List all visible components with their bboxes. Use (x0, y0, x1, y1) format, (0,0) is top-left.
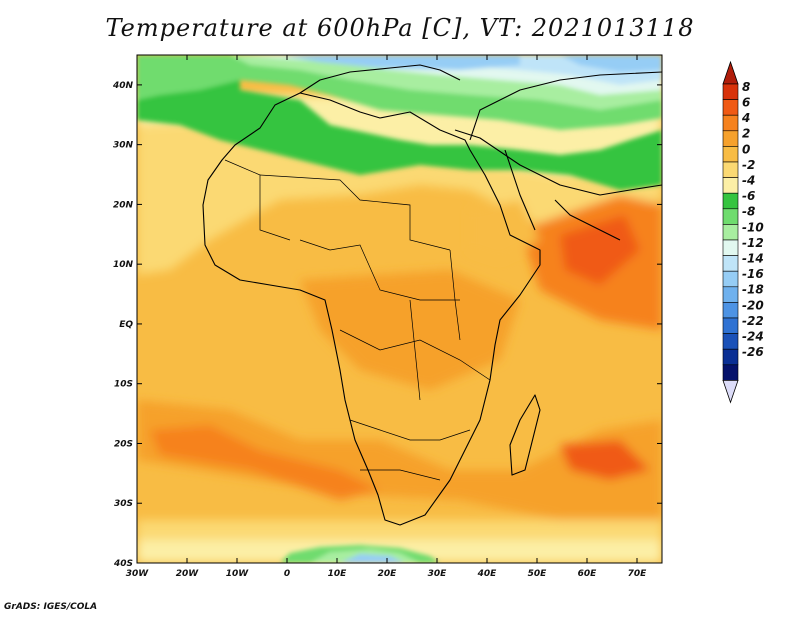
lon-tick-label: 50E (528, 569, 548, 579)
colorbar-label: 4 (741, 111, 750, 125)
colorbar-label: -24 (742, 329, 764, 343)
temperature-field (137, 55, 662, 563)
lat-tick-label: 40N (112, 81, 134, 91)
colorbar-swatch (722, 224, 739, 241)
colorbar-label: -4 (742, 173, 755, 187)
lon-tick-label: 10W (226, 569, 250, 579)
colorbar-swatch (722, 114, 739, 132)
colorbar-swatch (722, 317, 739, 334)
colorbar-label: 0 (742, 142, 750, 156)
lat-tick-label: 20S (114, 439, 133, 449)
credit-text: GrADS: IGES/COLA (4, 602, 98, 612)
colorbar-label: -18 (742, 283, 764, 297)
colorbar-label: -14 (742, 251, 764, 265)
colorbar-label: -26 (742, 345, 764, 359)
lon-tick-label: 30W (126, 569, 150, 579)
lon-tick-label: 10E (328, 569, 348, 579)
colorbar-swatch (722, 348, 739, 366)
colorbar-swatch (722, 208, 739, 225)
colorbar-label: -16 (742, 267, 764, 281)
lon-tick-label: 40E (477, 569, 498, 579)
colorbar-swatch (722, 286, 739, 303)
colorbar-swatch (722, 255, 739, 272)
colorbar-swatch (722, 333, 739, 350)
colorbar-label: 6 (742, 95, 750, 109)
colorbar-swatch (722, 83, 739, 100)
colorbar-label: -22 (742, 314, 764, 328)
longitude-labels: 30W 20W 10W 0 10E 20E 30E 40E 50E 60E 70E (126, 569, 647, 579)
colorbar-swatch (722, 130, 739, 147)
colorbar-label: -10 (742, 220, 764, 234)
colorbar-label: -6 (742, 189, 755, 203)
colorbar-swatch (722, 192, 739, 210)
colorbar-label: -20 (742, 298, 764, 312)
lon-tick-label: 70E (628, 569, 648, 579)
colorbar-swatch (722, 302, 739, 319)
colorbar-swatch (722, 146, 739, 163)
coastlines (202, 64, 662, 526)
lat-tick-label: 10N (113, 260, 134, 270)
colorbar-swatch (722, 99, 739, 116)
lon-tick-label: 30E (428, 569, 448, 579)
lat-tick-label: EQ (119, 320, 133, 330)
lat-tick-label: 20N (113, 200, 134, 210)
colorbar-label: -8 (742, 205, 755, 219)
colorbar-swatch (722, 364, 739, 381)
colorbar-swatch (722, 239, 739, 256)
colorbar: 86 4 20 -2-4 -6 -8-10 -12-14 -16 -18-20 -22-24 -26 (722, 60, 764, 404)
colorbar-label: -12 (742, 236, 764, 250)
lat-tick-label: 40S (113, 559, 133, 569)
map-title: Temperature at 600hPa [C], VT: 202101311… (105, 14, 695, 42)
colorbar-label: 8 (742, 80, 750, 94)
latitude-labels: 40N 30N 20N 10N EQ 10S 20S 30S 40S (112, 81, 134, 569)
borders (224, 159, 491, 481)
colorbar-low-arrow (722, 379, 739, 404)
lon-tick-label: 20E (378, 569, 398, 579)
colorbar-swatch (722, 177, 739, 194)
colorbar-label: -2 (742, 158, 755, 172)
lon-tick-label: 0 (284, 569, 290, 579)
lat-tick-label: 30S (114, 499, 133, 509)
colorbar-swatch (722, 161, 739, 178)
colorbar-swatch (722, 270, 739, 288)
axis-ticks (136, 55, 662, 564)
lat-tick-label: 30N (113, 141, 134, 151)
lat-tick-label: 10S (114, 380, 133, 390)
lon-tick-label: 60E (578, 569, 598, 579)
colorbar-high-arrow (722, 60, 739, 85)
map-frame (136, 54, 663, 564)
colorbar-label: 2 (742, 127, 750, 141)
lon-tick-label: 20W (176, 569, 200, 579)
